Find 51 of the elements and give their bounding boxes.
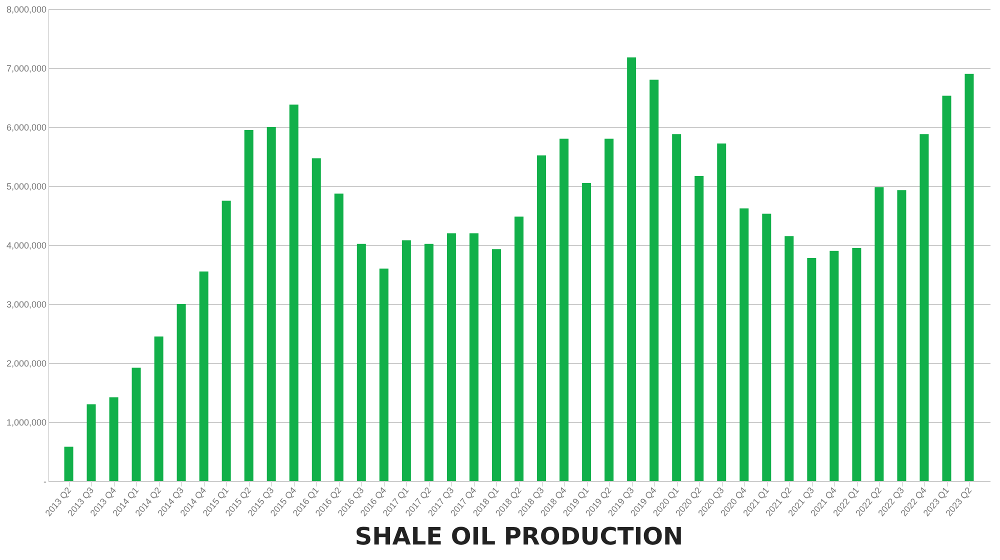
bar — [830, 250, 839, 481]
bar — [807, 258, 816, 481]
bar — [784, 236, 794, 481]
bar — [537, 155, 546, 481]
bar — [222, 200, 231, 481]
bar — [874, 187, 884, 481]
bar — [64, 446, 74, 481]
text: SHALE OIL PRODUCTION — [354, 522, 684, 551]
y-tick-label: 8,000,000 — [6, 4, 46, 14]
y-tick-label: 2,000,000 — [6, 358, 46, 368]
y-tick-label: - — [44, 476, 46, 486]
bar — [402, 240, 411, 481]
y-tick-label: 7,000,000 — [6, 64, 46, 74]
bar — [920, 134, 929, 481]
bar — [762, 214, 772, 481]
bar — [86, 404, 96, 481]
bar — [897, 190, 906, 481]
bar — [176, 304, 186, 481]
bar — [627, 57, 636, 481]
bar — [424, 244, 434, 481]
bar — [492, 249, 501, 481]
bar — [942, 96, 952, 481]
bar — [379, 268, 388, 481]
bar — [469, 233, 478, 481]
bar — [446, 233, 456, 481]
bar — [852, 248, 862, 481]
bar — [132, 368, 141, 481]
bar — [266, 127, 276, 481]
bar — [154, 336, 164, 481]
bar — [109, 397, 118, 481]
bar — [582, 183, 592, 481]
bar — [650, 80, 659, 481]
bar — [514, 216, 524, 481]
bar — [334, 194, 344, 481]
bar — [560, 138, 569, 481]
bar — [964, 74, 974, 481]
y-tick-label: 6,000,000 — [6, 122, 46, 132]
y-tick-label: 4,000,000 — [6, 240, 46, 250]
y-tick-label: 1,000,000 — [6, 418, 46, 428]
bar — [312, 158, 321, 481]
bar — [604, 138, 614, 481]
bar — [289, 104, 298, 481]
y-tick-label: 5,000,000 — [6, 182, 46, 192]
bar — [694, 176, 704, 481]
bar — [199, 272, 208, 481]
y-tick-label: 3,000,000 — [6, 300, 46, 310]
bar — [740, 208, 749, 481]
bar — [244, 130, 254, 481]
bar — [672, 134, 682, 481]
bar — [356, 244, 366, 481]
bar — [717, 144, 726, 481]
